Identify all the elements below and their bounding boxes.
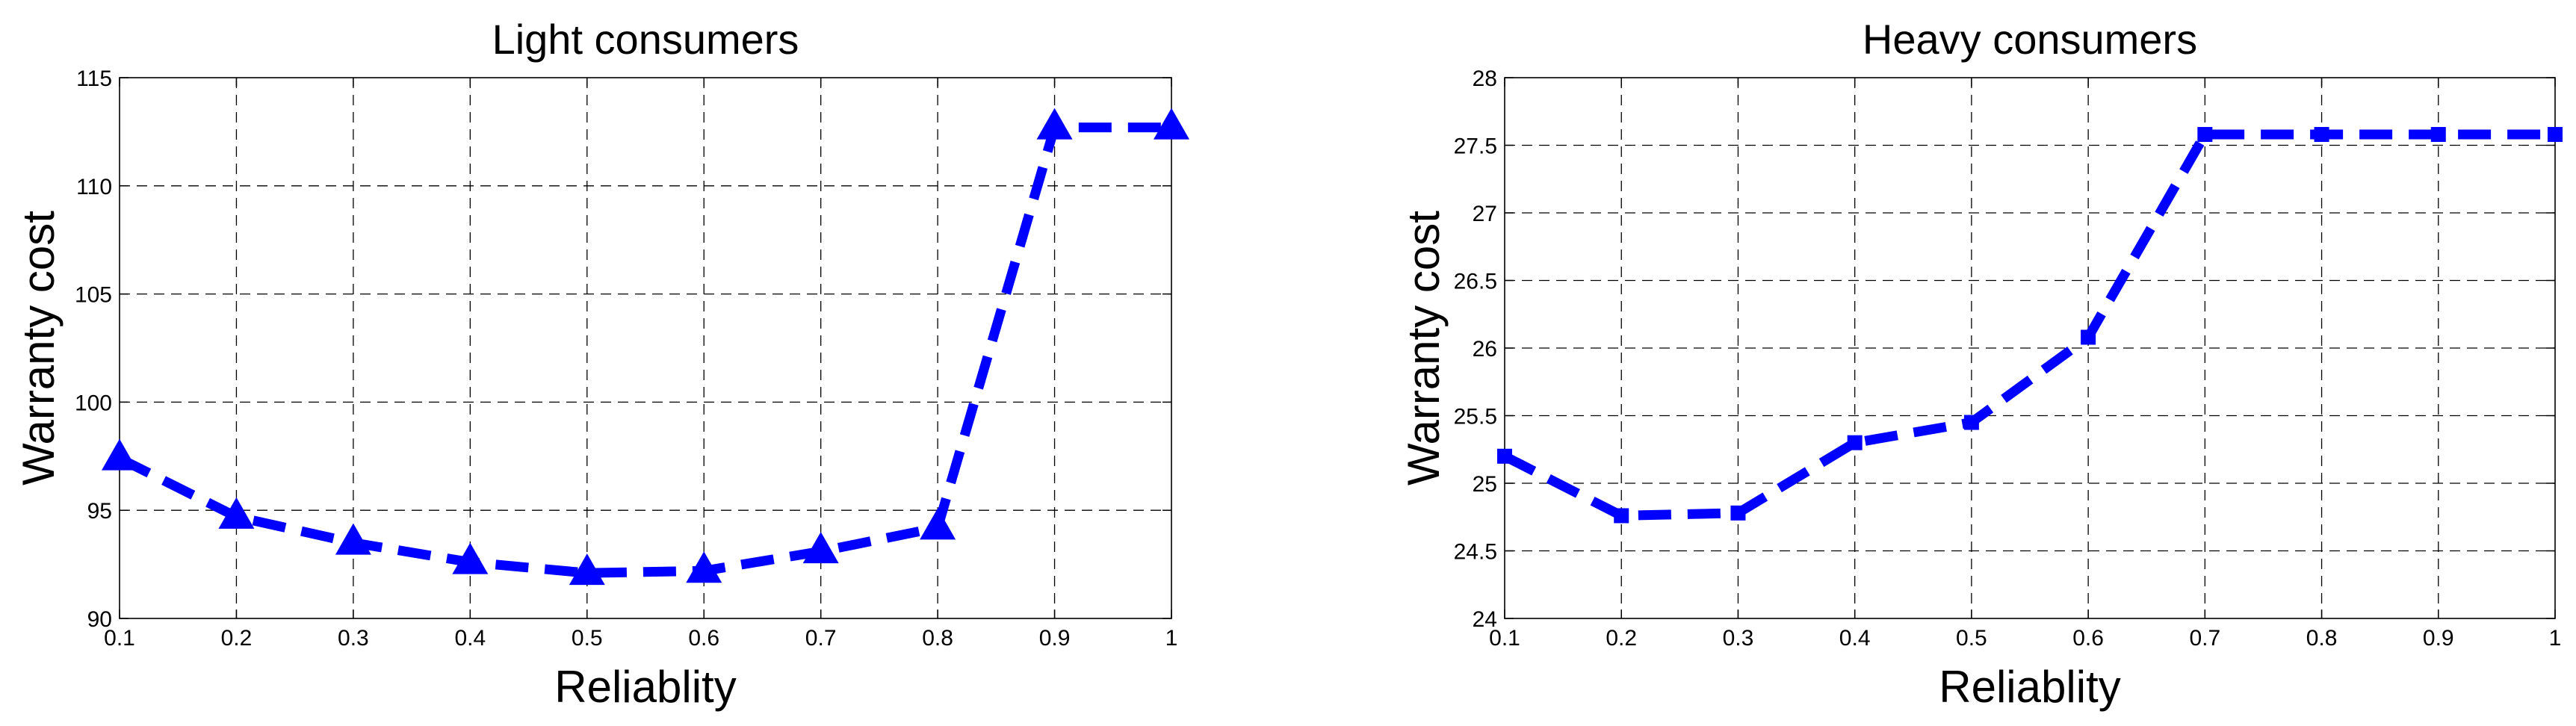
data-point	[2548, 127, 2563, 143]
x-tick-label: 0.2	[221, 626, 253, 651]
x-tick-label: 0.7	[2189, 626, 2220, 651]
data-point	[920, 508, 956, 540]
x-tick-label: 0.8	[2306, 626, 2338, 651]
data-point	[1154, 108, 1189, 140]
data-point	[102, 438, 137, 471]
y-tick-label: 100	[75, 391, 112, 415]
x-tick-labels: 0.1 0.2 0.3 0.4 0.5 0.6 0.7 0.8 0.9 1	[104, 626, 1177, 651]
data-point	[452, 542, 489, 574]
y-tick-label: 25.5	[1454, 405, 1497, 429]
y-tick-label: 24	[1473, 607, 1497, 632]
y-tick-label: 90	[87, 607, 112, 632]
data-point	[1963, 415, 1979, 430]
x-tick-label: 1	[2549, 626, 2562, 651]
y-tick-label: 28	[1473, 66, 1497, 91]
grid-lines	[120, 78, 1171, 618]
x-tick-label: 0.8	[922, 626, 953, 651]
data-point	[2081, 329, 2096, 345]
data-point	[569, 553, 605, 586]
y-tick-labels: 24 24.5 25 25.5 26 26.5 27 27.5 28	[1454, 66, 1497, 632]
chart-light-consumers: 0.1 0.2 0.3 0.4 0.5 0.6 0.7 0.8 0.9 1 90 95 100 105 1…	[13, 16, 1189, 712]
series-line	[1502, 129, 2555, 521]
data-point	[1036, 108, 1073, 140]
x-tick-label: 0.3	[338, 626, 369, 651]
data-point	[2314, 127, 2329, 143]
series	[102, 108, 1189, 586]
y-tick-label: 115	[76, 66, 112, 91]
data-point	[218, 497, 255, 529]
x-tick-label: 0.1	[1489, 626, 1520, 651]
y-tick-label: 27	[1473, 202, 1497, 226]
data-point	[1847, 435, 1863, 450]
series-line	[117, 122, 1171, 578]
x-tick-label: 0.4	[454, 626, 486, 651]
x-tick-label: 0.5	[1956, 626, 1987, 651]
y-axis-label: Warranty cost	[13, 211, 64, 485]
x-tick-label: 0.9	[1039, 626, 1071, 651]
chart-title: Heavy consumers	[1863, 16, 2197, 63]
x-tick-label: 0.6	[2072, 626, 2104, 651]
y-tick-label: 110	[76, 175, 112, 199]
plot-frame	[119, 77, 1172, 619]
x-tick-label: 0.7	[805, 626, 837, 651]
y-tick-label: 95	[87, 499, 112, 524]
y-tick-label: 27.5	[1454, 134, 1497, 159]
y-tick-labels: 90 95 100 105 110 115	[75, 66, 112, 632]
x-tick-label: 0.1	[104, 626, 135, 651]
grid-lines	[1505, 78, 2555, 618]
y-axis-label: Warranty cost	[1399, 211, 1449, 485]
y-tick-label: 26.5	[1454, 270, 1497, 294]
x-axis-label: Reliablity	[554, 662, 736, 712]
x-tick-label: 0.3	[1723, 626, 1754, 651]
x-tick-labels: 0.1 0.2 0.3 0.4 0.5 0.6 0.7 0.8 0.9 1	[1489, 626, 2561, 651]
data-point	[686, 551, 722, 583]
data-point	[335, 523, 371, 555]
x-tick-label: 1	[1165, 626, 1178, 651]
y-tick-label: 26	[1473, 337, 1497, 362]
chart-title: Light consumers	[492, 16, 799, 63]
y-tick-label: 105	[75, 283, 112, 308]
data-point	[802, 532, 839, 564]
y-tick-label: 25	[1473, 472, 1497, 497]
x-axis-label: Reliablity	[1939, 662, 2120, 712]
series	[1497, 127, 2563, 524]
y-tick-label: 24.5	[1454, 540, 1497, 565]
data-point	[1730, 505, 1746, 521]
tick-marks	[1504, 77, 2556, 619]
x-tick-label: 0.4	[1839, 626, 1871, 651]
x-tick-label: 0.2	[1606, 626, 1637, 651]
tick-marks	[119, 77, 1172, 619]
data-point	[2430, 127, 2446, 143]
data-point	[1497, 448, 1512, 464]
x-tick-label: 0.6	[688, 626, 719, 651]
x-tick-label: 0.5	[572, 626, 603, 651]
data-point	[2197, 127, 2213, 143]
data-point	[1614, 508, 1629, 524]
chart-heavy-consumers: 0.1 0.2 0.3 0.4 0.5 0.6 0.7 0.8 0.9 1 24 24.5 25 25.…	[1399, 16, 2563, 712]
x-tick-label: 0.9	[2423, 626, 2454, 651]
